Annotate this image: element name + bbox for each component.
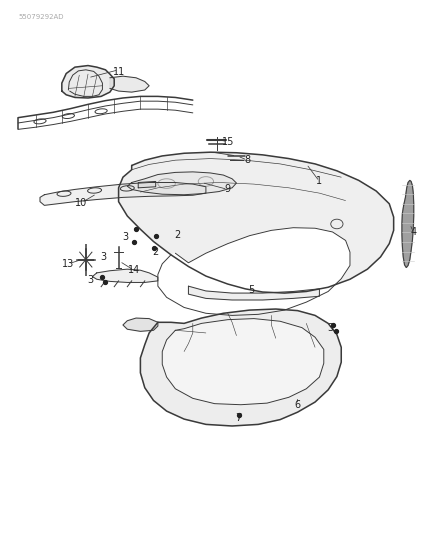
Text: 3: 3 bbox=[100, 252, 106, 262]
Text: 2: 2 bbox=[152, 247, 159, 256]
Text: 3: 3 bbox=[122, 232, 128, 243]
Text: 13: 13 bbox=[62, 259, 74, 269]
Polygon shape bbox=[158, 228, 350, 316]
Text: 55079292AD: 55079292AD bbox=[18, 14, 64, 20]
Text: 4: 4 bbox=[410, 227, 417, 237]
Text: 14: 14 bbox=[128, 265, 140, 275]
Polygon shape bbox=[62, 66, 114, 98]
Polygon shape bbox=[123, 318, 158, 332]
Polygon shape bbox=[40, 182, 206, 205]
Text: 6: 6 bbox=[294, 400, 300, 410]
Text: 8: 8 bbox=[244, 155, 251, 165]
Polygon shape bbox=[162, 319, 324, 405]
Text: 5: 5 bbox=[249, 286, 255, 295]
Text: 3: 3 bbox=[327, 322, 333, 333]
Text: 9: 9 bbox=[225, 184, 231, 195]
Polygon shape bbox=[188, 286, 319, 300]
Text: 11: 11 bbox=[113, 68, 125, 77]
Polygon shape bbox=[127, 172, 237, 195]
Polygon shape bbox=[402, 180, 414, 268]
Text: 3: 3 bbox=[87, 275, 93, 285]
Text: 10: 10 bbox=[75, 198, 88, 208]
Polygon shape bbox=[119, 152, 394, 293]
Text: 2: 2 bbox=[174, 230, 180, 240]
Polygon shape bbox=[141, 309, 341, 426]
Text: 1: 1 bbox=[316, 176, 322, 187]
Text: 15: 15 bbox=[222, 136, 234, 147]
Polygon shape bbox=[138, 181, 155, 188]
Text: 7: 7 bbox=[236, 413, 242, 423]
Polygon shape bbox=[110, 76, 149, 92]
Polygon shape bbox=[92, 269, 158, 282]
